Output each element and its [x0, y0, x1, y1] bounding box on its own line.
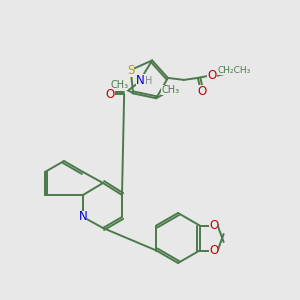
Text: H: H [146, 76, 153, 86]
Text: N: N [136, 74, 145, 87]
Text: N: N [79, 211, 87, 224]
Text: S: S [127, 64, 134, 76]
Text: CH₂CH₃: CH₂CH₃ [217, 66, 250, 75]
Text: O: O [209, 244, 218, 257]
Text: O: O [209, 219, 218, 232]
Text: CH₃: CH₃ [161, 85, 179, 95]
Text: CH₃: CH₃ [110, 80, 128, 90]
Text: O: O [106, 88, 115, 101]
Text: O: O [197, 85, 206, 98]
Text: O: O [207, 69, 217, 82]
